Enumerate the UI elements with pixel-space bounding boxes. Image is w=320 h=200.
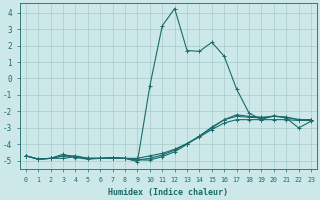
X-axis label: Humidex (Indice chaleur): Humidex (Indice chaleur) (108, 188, 228, 197)
